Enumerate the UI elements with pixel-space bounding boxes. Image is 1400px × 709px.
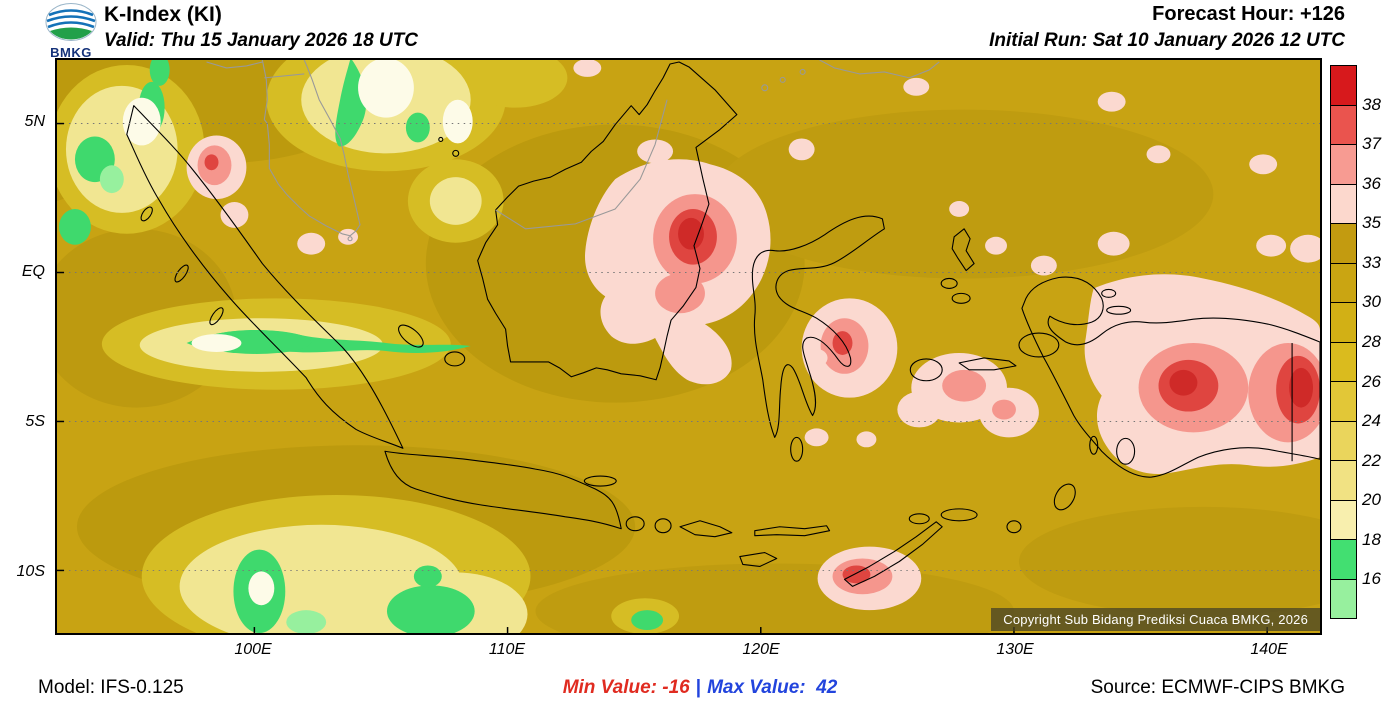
colorbar-tick: 26	[1362, 372, 1381, 391]
max-value-label: Max Value: 42	[707, 677, 838, 698]
colorbar	[1330, 65, 1357, 619]
min-value-label: Min Value: -16	[562, 677, 690, 698]
colorbar-cell	[1331, 579, 1356, 618]
minmax-values: Min Value: -16 | Max Value: 42	[0, 677, 1400, 699]
colorbar-cell	[1331, 342, 1356, 382]
colorbar-cell	[1331, 184, 1356, 224]
colorbar-tick: 18	[1362, 530, 1381, 549]
model-label: Model: IFS-0.125	[38, 677, 184, 698]
lon-label-130e: 130E	[996, 641, 1034, 658]
colorbar-cell	[1331, 500, 1356, 540]
initial-run-label: Initial Run: Sat 10 January 2026 12 UTC	[989, 30, 1345, 51]
colorbar-tick: 35	[1362, 213, 1381, 232]
colorbar-tick: 20	[1362, 490, 1381, 509]
bmkg-logo-text: BMKG	[50, 45, 92, 60]
minmax-separator: |	[695, 677, 702, 698]
colorbar-cell	[1331, 382, 1356, 422]
forecast-hour-label: Forecast Hour: +126	[1152, 3, 1345, 25]
copyright-notice: Copyright Sub Bidang Prediksi Cuaca BMKG…	[991, 608, 1320, 631]
colorbar-tick: 28	[1362, 332, 1381, 351]
colorbar-tick: 30	[1362, 292, 1381, 311]
colorbar-cell	[1331, 145, 1356, 185]
lat-label-5s: 5S	[25, 413, 45, 430]
lon-label-100e: 100E	[234, 641, 272, 658]
page-title: K-Index (KI)	[104, 3, 222, 26]
bmkg-logo-icon	[45, 3, 97, 41]
colorbar-tick: 37	[1362, 134, 1381, 153]
colorbar-tick: 36	[1362, 174, 1381, 193]
lon-label-140e: 140E	[1250, 641, 1288, 658]
lat-label-5n: 5N	[24, 113, 45, 130]
indonesia-kindex-field	[57, 60, 1320, 633]
colorbar-cell	[1331, 66, 1356, 106]
colorbar-cell	[1331, 224, 1356, 264]
colorbar-tick: 33	[1362, 253, 1381, 272]
colorbar-tick: 38	[1362, 95, 1381, 114]
colorbar-cell	[1331, 263, 1356, 303]
colorbar-cell	[1331, 461, 1356, 501]
lon-label-120e: 120E	[742, 641, 780, 658]
valid-time-label: Valid: Thu 15 January 2026 18 UTC	[104, 30, 418, 51]
colorbar-cell	[1331, 421, 1356, 461]
colorbar-cell	[1331, 105, 1356, 145]
map-canvas: Copyright Sub Bidang Prediksi Cuaca BMKG…	[55, 58, 1322, 635]
lon-label-110e: 110E	[488, 641, 526, 658]
lat-label-eq: EQ	[21, 263, 45, 280]
lat-label-10s: 10S	[16, 563, 45, 580]
source-label: Source: ECMWF-CIPS BMKG	[1090, 677, 1345, 698]
colorbar-tick: 22	[1362, 451, 1381, 470]
bmkg-logo: BMKG	[42, 2, 100, 60]
colorbar-cell	[1331, 303, 1356, 343]
colorbar-tick: 16	[1362, 569, 1381, 588]
colorbar-cell	[1331, 540, 1356, 580]
colorbar-tick: 24	[1362, 411, 1381, 430]
